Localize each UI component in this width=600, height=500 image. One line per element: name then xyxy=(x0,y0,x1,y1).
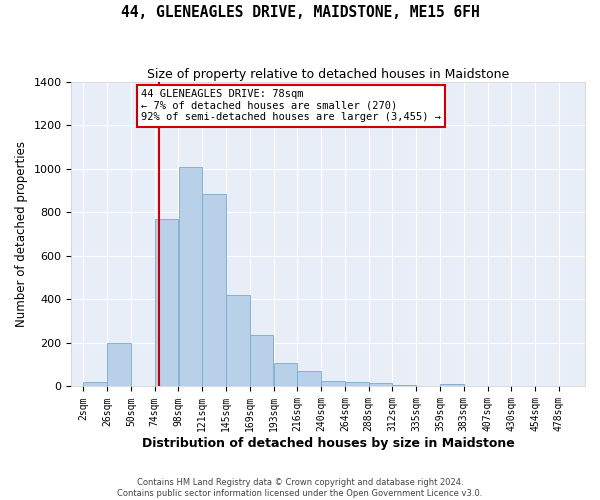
Bar xyxy=(369,383,392,386)
X-axis label: Distribution of detached houses by size in Maidstone: Distribution of detached houses by size … xyxy=(142,437,515,450)
Y-axis label: Number of detached properties: Number of detached properties xyxy=(15,141,28,327)
Bar xyxy=(202,194,226,386)
Bar xyxy=(440,384,464,386)
Bar xyxy=(226,295,250,386)
Text: 44, GLENEAGLES DRIVE, MAIDSTONE, ME15 6FH: 44, GLENEAGLES DRIVE, MAIDSTONE, ME15 6F… xyxy=(121,5,479,20)
Title: Size of property relative to detached houses in Maidstone: Size of property relative to detached ho… xyxy=(147,68,509,80)
Bar xyxy=(274,363,297,386)
Bar xyxy=(321,381,345,386)
Bar xyxy=(250,336,274,386)
Bar xyxy=(298,371,321,386)
Bar xyxy=(155,219,178,386)
Bar xyxy=(107,343,131,386)
Text: 44 GLENEAGLES DRIVE: 78sqm
← 7% of detached houses are smaller (270)
92% of semi: 44 GLENEAGLES DRIVE: 78sqm ← 7% of detac… xyxy=(141,90,441,122)
Text: Contains HM Land Registry data © Crown copyright and database right 2024.
Contai: Contains HM Land Registry data © Crown c… xyxy=(118,478,482,498)
Bar xyxy=(345,382,368,386)
Bar xyxy=(392,384,416,386)
Bar xyxy=(83,382,107,386)
Bar xyxy=(179,166,202,386)
